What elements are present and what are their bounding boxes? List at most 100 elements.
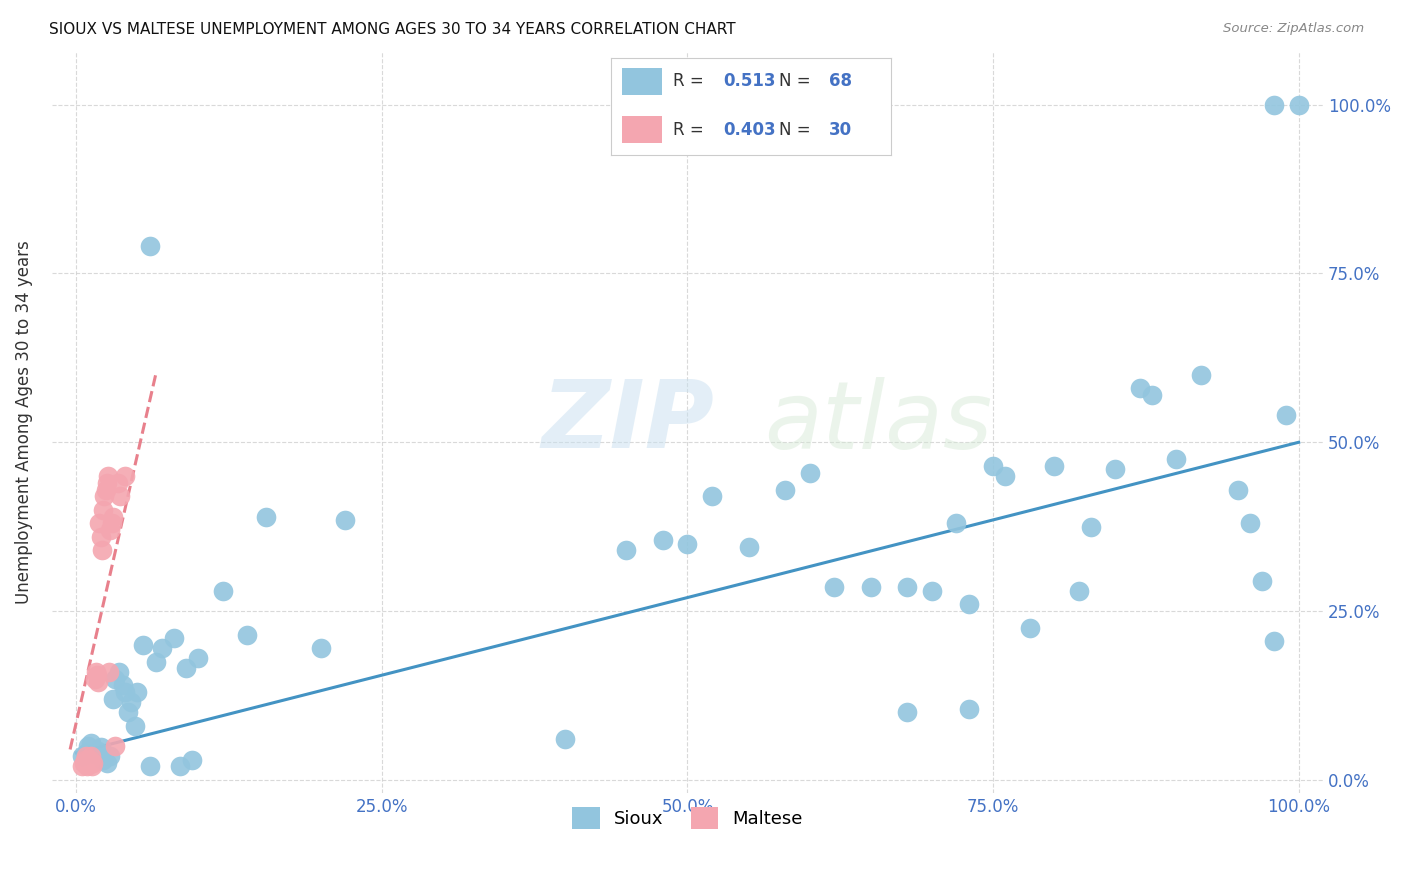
Point (76, 759, 98, 773)
Point (896, 706, 918, 720)
Point (108, 489, 131, 503)
Point (676, 536, 699, 550)
Point (138, 759, 160, 773)
Point (86, 668, 108, 682)
Point (1189, 368, 1212, 382)
Point (700, 489, 723, 503)
Y-axis label: Unemployment Among Ages 30 to 34 years: Unemployment Among Ages 30 to 34 years (15, 240, 32, 604)
Point (90, 740, 112, 755)
Point (79, 753, 101, 767)
Point (80, 749, 103, 764)
Point (72, 756, 94, 770)
Point (254, 509, 277, 524)
Point (799, 466, 821, 480)
Point (181, 753, 204, 767)
Point (1288, 97, 1310, 112)
Point (132, 638, 155, 652)
Point (859, 581, 882, 595)
Point (90, 543, 112, 558)
Point (150, 641, 173, 656)
Point (737, 540, 759, 554)
Point (652, 533, 675, 548)
Point (100, 523, 122, 537)
Point (823, 581, 845, 595)
Point (72, 759, 94, 773)
Point (1018, 621, 1040, 635)
Point (114, 469, 136, 483)
Point (1226, 483, 1249, 497)
Point (212, 583, 235, 598)
Legend: Sioux, Maltese: Sioux, Maltese (565, 800, 810, 837)
Point (124, 719, 146, 733)
Point (87, 675, 110, 690)
Point (72, 749, 94, 764)
Point (80, 736, 103, 750)
Point (117, 706, 139, 720)
Point (89, 516, 111, 531)
Point (108, 665, 131, 679)
Point (77, 756, 100, 770)
Point (187, 651, 209, 665)
Point (101, 691, 124, 706)
Point (82, 756, 104, 770)
Point (80, 759, 103, 773)
Point (90, 530, 112, 544)
Point (83, 672, 105, 686)
Point (945, 516, 967, 531)
Point (1140, 388, 1163, 402)
Point (107, 475, 129, 490)
Point (91, 503, 114, 517)
Point (1263, 97, 1285, 112)
Point (773, 483, 796, 497)
Point (994, 469, 1017, 483)
Point (957, 597, 980, 611)
Point (73, 753, 96, 767)
Point (1239, 516, 1261, 531)
Point (100, 749, 122, 764)
Point (236, 628, 259, 642)
Point (1129, 381, 1152, 395)
Point (1043, 458, 1066, 473)
Point (94, 483, 117, 497)
Point (1275, 409, 1298, 423)
Point (1263, 634, 1285, 648)
Point (87, 744, 110, 758)
Point (1080, 519, 1102, 533)
Point (957, 702, 980, 716)
Point (614, 543, 637, 558)
Point (1067, 583, 1090, 598)
Point (169, 759, 191, 773)
Point (100, 516, 122, 531)
Point (91, 753, 114, 767)
Point (138, 239, 160, 253)
Point (1104, 462, 1126, 476)
Point (145, 655, 167, 669)
Point (981, 458, 1004, 473)
Point (111, 678, 134, 692)
Point (554, 732, 576, 747)
Point (84, 665, 107, 679)
Point (174, 661, 197, 675)
Point (333, 513, 356, 527)
Point (98, 665, 121, 679)
Point (114, 685, 136, 699)
Point (96, 756, 118, 770)
Point (77, 739, 100, 753)
Text: Source: ZipAtlas.com: Source: ZipAtlas.com (1223, 22, 1364, 36)
Point (104, 739, 127, 753)
Point (309, 641, 332, 656)
Point (75, 746, 97, 760)
Text: ZIP: ZIP (541, 376, 714, 468)
Point (101, 509, 124, 524)
Point (127, 685, 149, 699)
Point (75, 749, 97, 764)
Point (1251, 574, 1274, 588)
Point (104, 672, 127, 686)
Point (93, 489, 115, 503)
Point (163, 631, 186, 645)
Point (83, 747, 105, 762)
Point (97, 469, 120, 483)
Point (120, 695, 142, 709)
Point (1166, 452, 1188, 467)
Point (96, 475, 118, 490)
